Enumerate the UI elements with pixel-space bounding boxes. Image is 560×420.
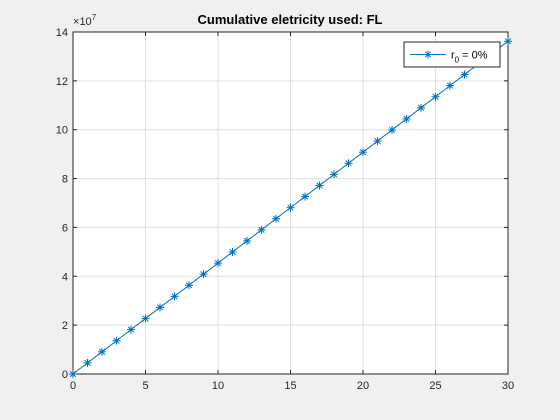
legend-marker-sample	[424, 50, 432, 59]
y-tick-label: 8	[62, 174, 68, 186]
data-point	[199, 270, 208, 279]
x-tick-label: 10	[212, 380, 224, 392]
y-tick-label: 4	[62, 271, 68, 283]
x-tick-label: 20	[357, 380, 369, 392]
y-exponent-base: 10	[79, 16, 91, 28]
data-point	[83, 358, 92, 367]
data-point	[431, 92, 440, 101]
x-tick-label: 25	[429, 380, 441, 392]
data-point	[504, 37, 512, 46]
legend-label: r0 = 0%	[451, 50, 488, 65]
legend: r0 = 0%	[403, 41, 501, 68]
y-tick-label: 14	[56, 27, 68, 39]
x-tick-label: 5	[142, 380, 148, 392]
chart-title: Cumulative eletricity used: FL	[198, 12, 383, 27]
data-point	[170, 292, 179, 301]
data-point	[214, 259, 222, 268]
y-exponent-times: ×	[73, 16, 79, 28]
y-tick-label: 12	[56, 76, 68, 88]
data-point	[315, 181, 324, 190]
grid-lines	[73, 32, 508, 374]
x-tick-label: 30	[502, 380, 514, 392]
y-exponent-label: ×107	[73, 13, 97, 28]
data-point	[344, 159, 353, 168]
legend-label-subscript: 0	[455, 56, 460, 65]
data-point	[330, 170, 338, 179]
data-point	[243, 236, 251, 245]
data-point	[373, 137, 382, 146]
data-point	[127, 325, 135, 334]
data-point	[446, 81, 454, 90]
data-point	[460, 70, 469, 79]
data-point	[69, 370, 77, 378]
data-point	[286, 203, 295, 212]
y-tick-label: 2	[62, 320, 68, 332]
data-point	[402, 114, 411, 123]
y-tick-label: 0	[62, 369, 68, 381]
y-tick-label: 6	[62, 222, 68, 234]
data-point	[417, 103, 425, 112]
data-point	[272, 214, 280, 223]
axes: 0 5 10 15 20 25 30 0 2 4 6 8 10 12 14	[56, 27, 514, 392]
legend-label-suffix: = 0%	[459, 50, 488, 62]
data-point	[257, 225, 266, 234]
x-tick-label: 0	[70, 380, 76, 392]
data-point	[141, 314, 150, 323]
x-tick-label: 15	[284, 380, 296, 392]
y-tick-label: 10	[56, 125, 68, 137]
legend-label-prefix: r	[451, 50, 455, 62]
data-point	[388, 126, 396, 135]
data-point	[112, 336, 121, 345]
data-point	[98, 347, 106, 356]
data-point	[156, 303, 164, 312]
data-point	[228, 248, 237, 257]
y-exponent-power: 7	[92, 13, 97, 22]
data-point	[301, 192, 309, 201]
data-point	[359, 148, 367, 157]
data-point	[185, 281, 193, 290]
